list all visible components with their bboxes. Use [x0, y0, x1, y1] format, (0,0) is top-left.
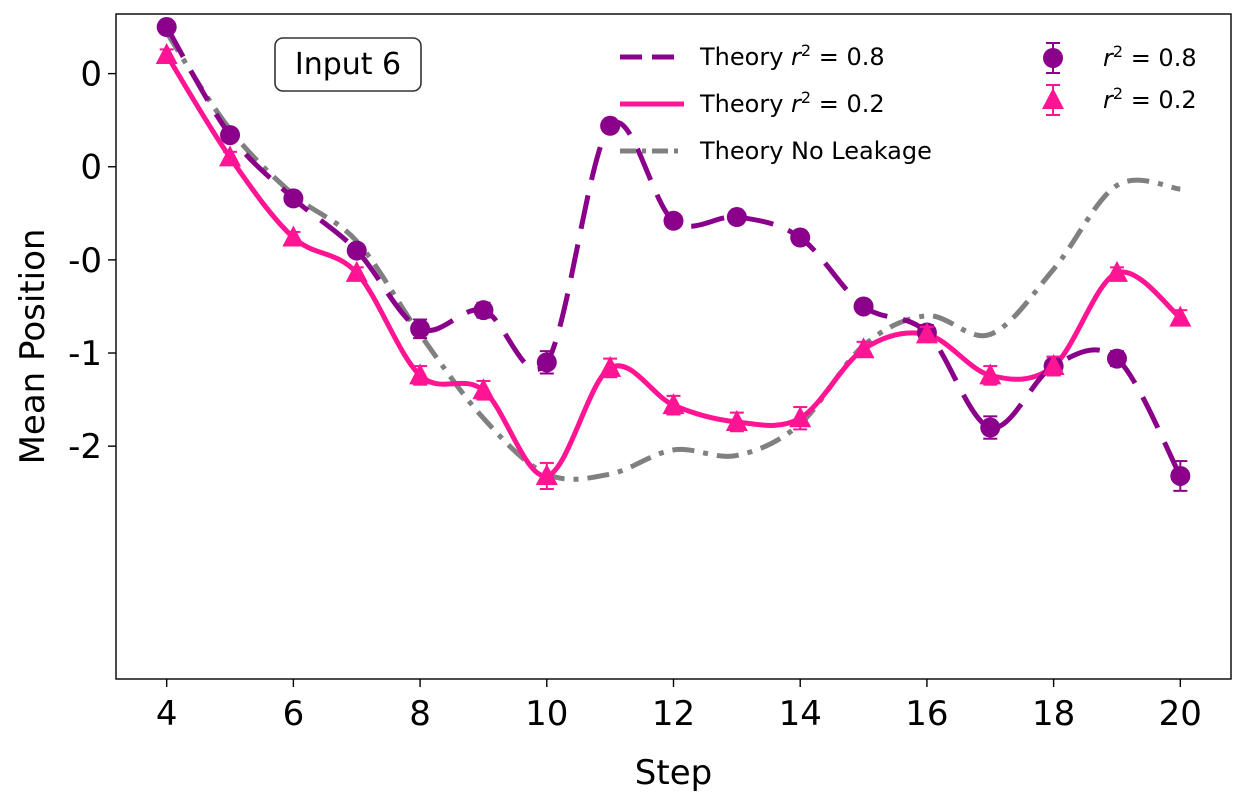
data-point-triangle — [725, 409, 748, 431]
legend-entry-no-leakage: Theory No Leakage — [620, 137, 932, 165]
data-point-circle — [346, 240, 367, 261]
y-tick-label: -2 — [68, 427, 102, 467]
x-tick-label: 4 — [156, 694, 178, 734]
points-triangle — [155, 42, 1192, 490]
data-point-triangle — [915, 322, 938, 344]
legend-label-eq-02: = 0.2 — [811, 90, 885, 118]
x-tick-label: 20 — [1159, 694, 1202, 734]
data-point-circle — [536, 352, 557, 373]
legend-label-sup: 2 — [801, 41, 811, 60]
legend-label-eq-08: = 0.8 — [811, 43, 885, 71]
data-point-triangle — [789, 406, 812, 428]
data-point-circle — [283, 188, 304, 209]
data-point-triangle — [1169, 305, 1192, 327]
annotation-text: Input 6 — [295, 47, 401, 82]
series-line-theory-r-0-2 — [164, 53, 1182, 479]
annotation-box: Input 6 — [274, 37, 422, 92]
points-circle — [156, 17, 1191, 492]
legend-marker-circle — [1043, 48, 1063, 68]
data-point-circle — [726, 207, 747, 228]
data-point-triangle — [1105, 260, 1128, 282]
legend-label-r: r — [1103, 86, 1115, 114]
series-layer — [164, 25, 1183, 482]
data-point-triangle — [472, 378, 495, 400]
legend-label-r: r — [791, 90, 803, 118]
legend-label-no-leakage: Theory No Leakage — [699, 137, 932, 165]
data-point-triangle — [282, 225, 305, 247]
y-tick-label: 0 — [80, 55, 102, 95]
legend-entry-points-08: r2 = 0.8 — [1043, 42, 1197, 74]
data-point-triangle — [219, 145, 242, 167]
series-line-theory-r-0-8 — [164, 25, 1183, 478]
x-tick-label: 14 — [779, 694, 822, 734]
legend-label-points-08: = 0.8 — [1123, 44, 1197, 72]
legend-label-sup: 2 — [801, 88, 811, 107]
data-point-triangle — [599, 355, 622, 377]
legend-label-sup: 2 — [1113, 84, 1123, 103]
data-point-circle — [1106, 348, 1127, 369]
data-point-circle — [220, 125, 241, 146]
legend-label-r: r — [791, 43, 803, 71]
data-point-triangle — [155, 42, 178, 64]
legend-entry-points-02: r2 = 0.2 — [1042, 84, 1197, 116]
svg-text:Theory r2 = 0.2: Theory r2 = 0.2 — [699, 88, 885, 118]
x-axis-label: Step — [635, 753, 712, 793]
y-axis-label: Mean Position — [13, 229, 53, 465]
x-tick-label: 10 — [525, 694, 568, 734]
svg-text:r2 = 0.8: r2 = 0.8 — [1103, 42, 1197, 72]
x-tick-label: 12 — [652, 694, 695, 734]
data-point-circle — [473, 300, 494, 321]
legend-entry-theory-08: Theory r2 = 0.8 — [620, 41, 885, 71]
legend-label-theory-08-prefix: Theory — [699, 43, 791, 71]
svg-text:Theory r2 = 0.8: Theory r2 = 0.8 — [699, 41, 885, 71]
data-point-circle — [980, 417, 1001, 438]
points-layer — [155, 17, 1192, 492]
axes: 4 6 8 10 12 14 16 18 20 0 0 -0 -1 -2 — [68, 55, 1202, 734]
data-point-circle — [790, 227, 811, 248]
legend-label-theory-02-prefix: Theory — [699, 90, 791, 118]
legend-marker-triangle — [1042, 88, 1064, 109]
data-point-triangle — [852, 337, 875, 359]
legend-label-r: r — [1103, 44, 1115, 72]
data-point-circle — [410, 318, 431, 339]
data-point-triangle — [979, 363, 1002, 385]
y-tick-label: 0 — [80, 148, 102, 188]
data-point-circle — [156, 17, 177, 38]
x-tick-label: 8 — [409, 694, 431, 734]
data-point-circle — [663, 210, 684, 231]
svg-text:r2 = 0.2: r2 = 0.2 — [1103, 84, 1197, 114]
data-point-circle — [1170, 465, 1191, 486]
data-point-triangle — [409, 363, 432, 385]
legend-label-sup: 2 — [1113, 42, 1123, 61]
data-point-triangle — [1042, 354, 1065, 376]
plot-frame — [115, 13, 1232, 680]
data-point-circle — [600, 115, 621, 136]
x-tick-label: 18 — [1032, 694, 1075, 734]
legend: Theory r2 = 0.8 Theory r2 = 0.2 Theory N… — [620, 41, 1197, 165]
x-tick-label: 16 — [905, 694, 948, 734]
y-tick-label: -1 — [68, 334, 102, 374]
legend-entry-theory-02: Theory r2 = 0.2 — [620, 88, 885, 118]
data-point-triangle — [345, 260, 368, 282]
data-point-circle — [853, 296, 874, 317]
data-point-triangle — [535, 463, 558, 485]
x-tick-label: 6 — [283, 694, 305, 734]
data-point-triangle — [662, 393, 685, 415]
legend-label-points-02: = 0.2 — [1123, 86, 1197, 114]
y-tick-label: -0 — [68, 241, 102, 281]
